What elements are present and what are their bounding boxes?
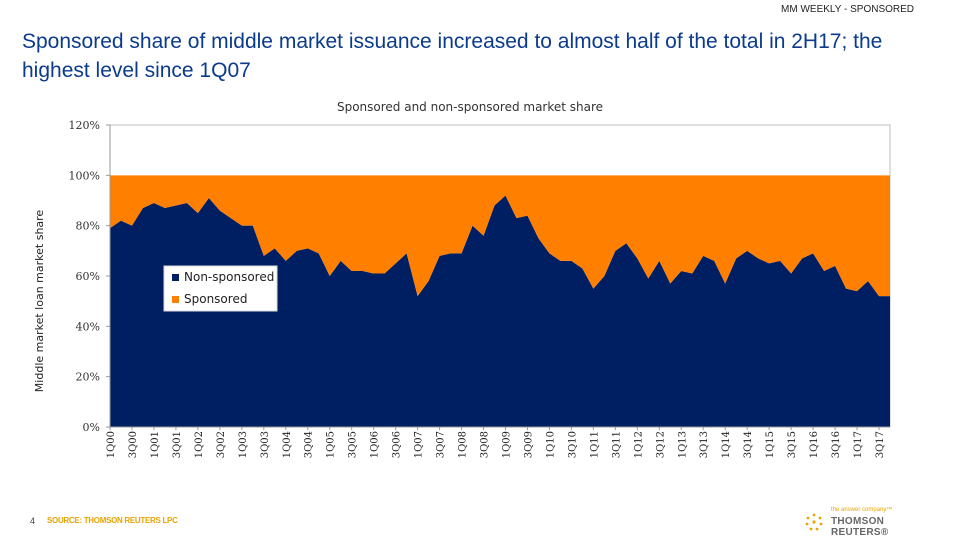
x-tick-label: 1Q14 — [721, 431, 732, 458]
legend-label: Sponsored — [184, 292, 247, 306]
y-tick-label: 40% — [76, 320, 100, 333]
x-tick-label: 3Q08 — [480, 431, 491, 458]
x-tick-label: 3Q05 — [348, 431, 359, 458]
x-tick-label: 3Q17 — [875, 431, 886, 458]
x-tick-label: 1Q02 — [194, 431, 205, 458]
y-tick-label: 120% — [69, 119, 100, 132]
x-tick-label: 3Q02 — [216, 431, 227, 458]
y-tick-label: 60% — [76, 270, 100, 283]
x-tick-label: 3Q14 — [743, 431, 754, 458]
x-tick-label: 3Q15 — [787, 431, 798, 458]
logo-wordmark: THOMSON REUTERS® — [831, 516, 889, 538]
x-tick-label: 3Q07 — [436, 431, 447, 458]
x-axis: 1Q00 3Q00 1Q01 3Q01 1Q02 3Q02 1Q03 3Q03 1Q04 3Q04… — [106, 426, 890, 458]
x-tick-label: 1Q11 — [589, 431, 600, 458]
x-tick-label: 1Q13 — [677, 431, 688, 458]
x-tick-label: 1Q01 — [150, 431, 161, 458]
x-tick-label: 1Q03 — [238, 431, 249, 458]
legend-swatch — [172, 274, 179, 281]
y-tick-label: 100% — [69, 169, 100, 182]
x-tick-label: 3Q04 — [304, 431, 315, 458]
chart-title: Sponsored and non-sponsored market share — [337, 100, 603, 114]
x-tick-label: 3Q13 — [699, 431, 710, 458]
legend-swatch — [172, 296, 179, 303]
x-tick-label: 1Q10 — [545, 431, 556, 458]
source-note: SOURCE: THOMSON REUTERS LPC — [47, 516, 178, 525]
area-series-sponsored — [110, 175, 890, 297]
x-tick-label: 1Q16 — [809, 431, 820, 458]
area-series — [110, 175, 890, 427]
y-tick-label: 0% — [83, 421, 100, 434]
page-headline: Sponsored share of middle market issuanc… — [22, 30, 883, 82]
thomson-reuters-logo: the answer company™ THOMSON REUTERS® — [803, 507, 943, 538]
y-tick-label: 20% — [76, 371, 100, 384]
legend: Non-sponsored Sponsored — [163, 265, 278, 312]
x-tick-label: 3Q06 — [392, 431, 403, 458]
x-tick-label: 1Q09 — [501, 431, 512, 458]
x-tick-label: 3Q00 — [128, 431, 139, 458]
logo-tagline: the answer company™ — [831, 507, 893, 513]
x-tick-label: 3Q10 — [567, 431, 578, 458]
x-tick-label: 3Q09 — [523, 431, 534, 458]
x-tick-label: 3Q12 — [655, 431, 666, 458]
x-tick-label: 1Q00 — [106, 431, 117, 458]
y-axis: 0% 20% 40% 60% 80% 100% 120% — [69, 119, 111, 434]
legend-box — [163, 265, 278, 312]
area-series-non-sponsored — [110, 195, 890, 427]
x-tick-label: 1Q05 — [326, 431, 337, 458]
y-tick-label: 80% — [76, 220, 100, 233]
y-axis-title: Middle market loan market share — [33, 210, 46, 393]
x-tick-label: 3Q16 — [831, 431, 842, 458]
report-tag: MM WEEKLY - SPONSORED — [781, 4, 914, 15]
x-tick-label: 1Q06 — [370, 431, 381, 458]
x-tick-label: 1Q07 — [414, 431, 425, 458]
logo-dots-icon — [805, 513, 823, 531]
x-tick-label: 1Q12 — [633, 431, 644, 458]
x-tick-label: 3Q01 — [172, 431, 183, 458]
legend-label: Non-sponsored — [184, 270, 274, 284]
x-tick-label: 1Q15 — [765, 431, 776, 458]
x-tick-label: 3Q03 — [260, 431, 271, 458]
x-tick-label: 1Q17 — [853, 431, 864, 458]
x-tick-label: 1Q04 — [282, 431, 293, 458]
x-tick-label: 1Q08 — [458, 431, 469, 458]
page-number: 4 — [30, 516, 36, 526]
x-tick-label: 3Q11 — [611, 431, 622, 458]
